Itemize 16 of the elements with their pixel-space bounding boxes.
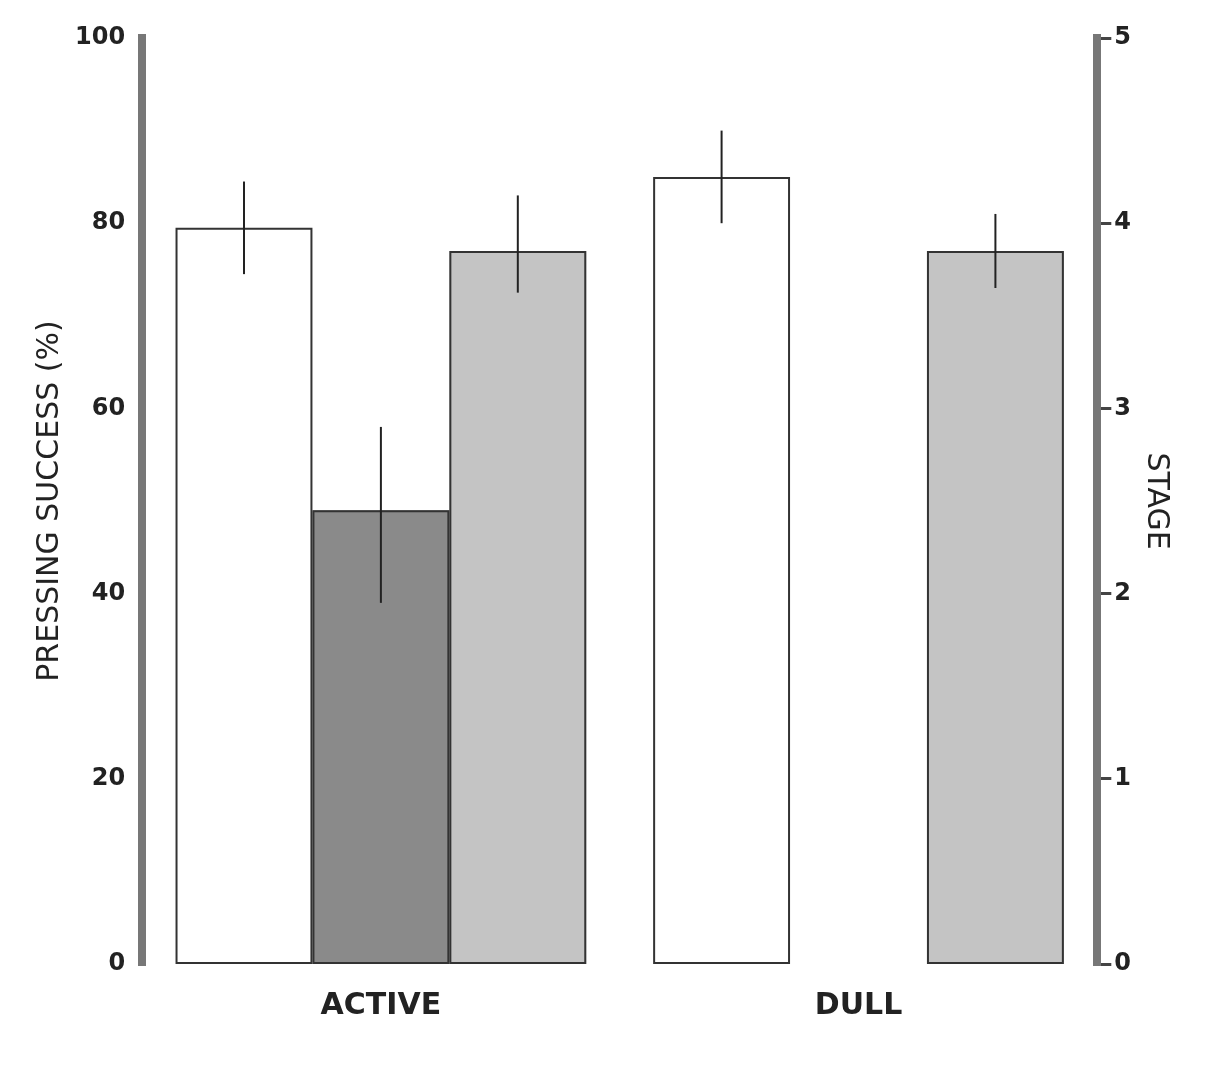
y-tick-label: 60 [91, 392, 126, 421]
x-tick-label: DULL [814, 985, 903, 1021]
y2-tick-label: 0 [1114, 948, 1131, 977]
y2-tick-label: 5 [1114, 22, 1131, 51]
y2-tick-label: 2 [1114, 577, 1131, 606]
y-tick-label: 100 [74, 22, 126, 51]
y2-tick-label: 3 [1114, 392, 1131, 421]
y2-tick-label: 4 [1114, 207, 1131, 236]
y2-axis-title: STAGE [1141, 452, 1177, 550]
y-tick-label: 0 [108, 948, 126, 977]
y-tick-label: 20 [91, 763, 126, 792]
y-tick-label: 40 [91, 577, 126, 606]
y-axis-title: PRESSING SUCCESS (%) [29, 320, 65, 682]
x-tick-label: ACTIVE [320, 985, 442, 1021]
y-tick-label: 80 [91, 207, 126, 236]
y2-tick-label: 1 [1114, 763, 1131, 792]
